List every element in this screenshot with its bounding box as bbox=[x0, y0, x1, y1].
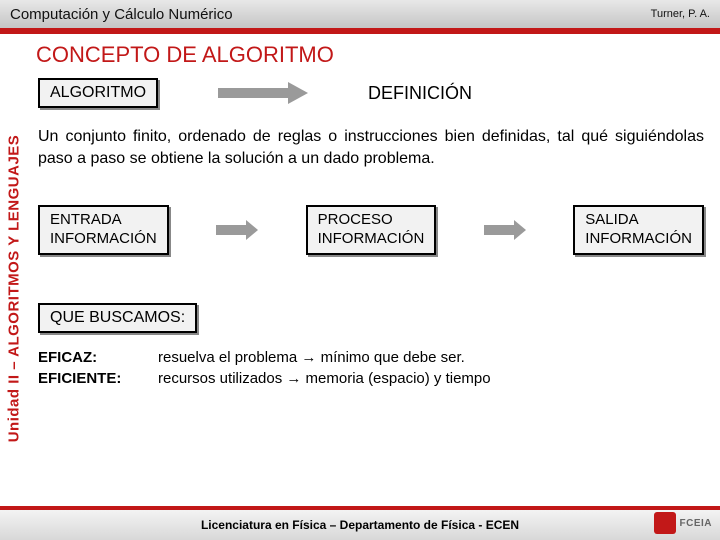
box-salida-l2: INFORMACIÓN bbox=[585, 230, 692, 247]
definition-paragraph: Un conjunto finito, ordenado de reglas o… bbox=[38, 126, 704, 169]
def-val-eficiente: recursos utilizados → memoria (espacio) … bbox=[158, 370, 704, 387]
box-entrada: ENTRADA INFORMACIÓN bbox=[38, 205, 169, 255]
row-definition: ALGORITMO DEFINICIÓN bbox=[38, 78, 704, 108]
header-right: Turner, P. A. bbox=[651, 8, 710, 20]
box-proceso-l1: PROCESO bbox=[318, 211, 393, 228]
footer-text: Licenciatura en Física – Departamento de… bbox=[201, 518, 519, 532]
arrow-icon bbox=[218, 82, 308, 104]
box-salida: SALIDA INFORMACIÓN bbox=[573, 205, 704, 255]
def-val-eficaz: resuelva el problema → mínimo que debe s… bbox=[158, 349, 704, 366]
box-que-buscamos: QUE BUSCAMOS: bbox=[38, 303, 197, 333]
sidebar-vertical-label: Unidad II – ALGORITMOS Y LENGUAJES bbox=[0, 78, 28, 498]
redbar-top bbox=[0, 28, 720, 34]
header-bar: Computación y Cálculo Numérico Turner, P… bbox=[0, 0, 720, 28]
box-salida-l1: SALIDA bbox=[585, 211, 638, 228]
footer-row: Licenciatura en Física – Departamento de… bbox=[0, 510, 720, 540]
box-algoritmo: ALGORITMO bbox=[38, 78, 158, 108]
box-entrada-l2: INFORMACIÓN bbox=[50, 230, 157, 247]
definitions-grid: EFICAZ: resuelva el problema → mínimo qu… bbox=[38, 349, 704, 387]
page-title: CONCEPTO DE ALGORITMO bbox=[36, 42, 334, 68]
label-definicion: DEFINICIÓN bbox=[368, 83, 472, 104]
logo-icon bbox=[654, 512, 676, 534]
footer-logo: FCEIA bbox=[654, 512, 713, 534]
main-content: ALGORITMO DEFINICIÓN Un conjunto finito,… bbox=[38, 78, 704, 387]
def-key-eficiente: EFICIENTE: bbox=[38, 370, 158, 387]
header-left: Computación y Cálculo Numérico bbox=[10, 6, 233, 23]
arrow-icon bbox=[484, 220, 526, 240]
box-entrada-l1: ENTRADA bbox=[50, 211, 122, 228]
row-flow: ENTRADA INFORMACIÓN PROCESO INFORMACIÓN … bbox=[38, 205, 704, 255]
logo-text: FCEIA bbox=[680, 518, 713, 529]
box-proceso: PROCESO INFORMACIÓN bbox=[306, 205, 437, 255]
row-que-buscamos: QUE BUSCAMOS: bbox=[38, 303, 704, 333]
def-key-eficaz: EFICAZ: bbox=[38, 349, 158, 366]
footer: Licenciatura en Física – Departamento de… bbox=[0, 506, 720, 540]
box-proceso-l2: INFORMACIÓN bbox=[318, 230, 425, 247]
sidebar-text: Unidad II – ALGORITMOS Y LENGUAJES bbox=[6, 134, 23, 442]
arrow-icon bbox=[216, 220, 258, 240]
